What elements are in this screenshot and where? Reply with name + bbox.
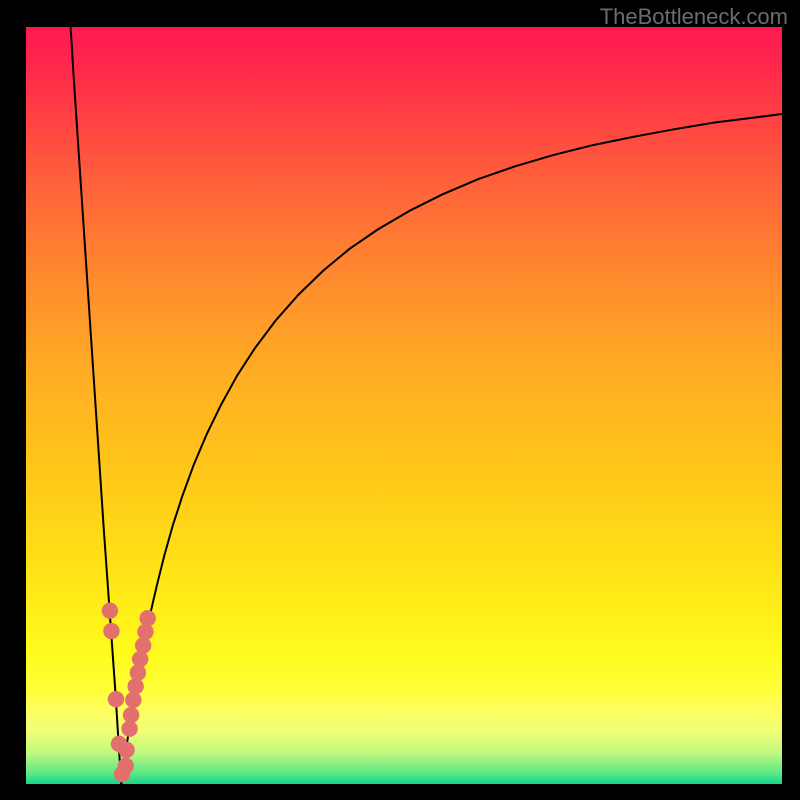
- data-marker: [140, 610, 156, 626]
- data-marker: [118, 742, 134, 758]
- data-marker: [103, 623, 119, 639]
- plot-area: [26, 27, 782, 784]
- data-marker: [127, 678, 143, 694]
- chart-svg: [26, 27, 782, 784]
- data-marker: [118, 758, 134, 774]
- data-marker: [108, 691, 124, 707]
- data-marker: [130, 665, 146, 681]
- data-marker: [123, 707, 139, 723]
- data-marker: [132, 651, 148, 667]
- data-marker: [102, 602, 118, 618]
- data-marker: [137, 624, 153, 640]
- chart-frame: TheBottleneck.com: [0, 0, 800, 800]
- data-marker: [125, 692, 141, 708]
- data-marker: [135, 637, 151, 653]
